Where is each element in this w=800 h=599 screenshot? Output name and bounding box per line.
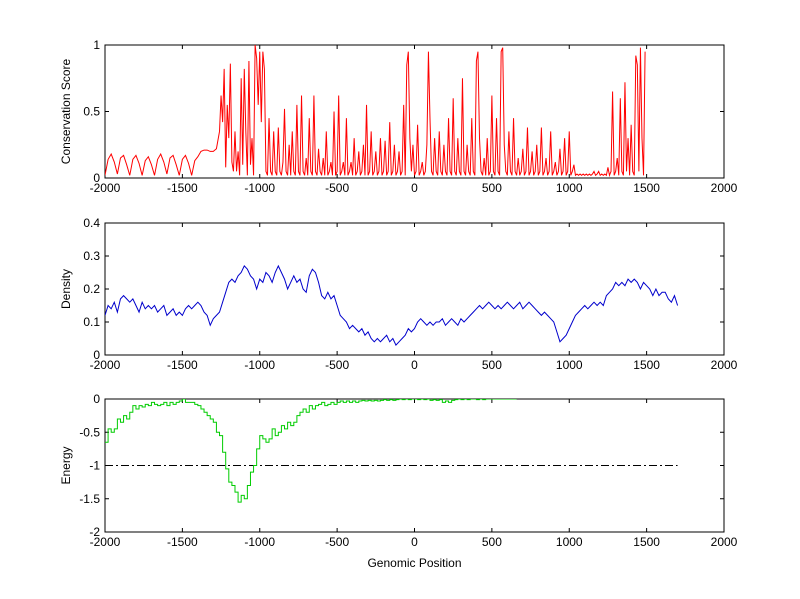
panel-3: -2000 -1500 -1000 -500 0 500 1000 1500 2000-2-1.… bbox=[59, 392, 738, 570]
x-tick-label: 1000 bbox=[556, 535, 583, 549]
x-tick-label: -500 bbox=[325, 181, 349, 195]
x-tick-label: 2000 bbox=[711, 358, 738, 372]
y-axis-label: Conservation Score bbox=[59, 58, 73, 164]
x-tick-label: 500 bbox=[482, 358, 502, 372]
y-tick-label: 0 bbox=[93, 348, 100, 362]
x-axis-label: Genomic Position bbox=[367, 556, 461, 570]
y-tick-label: 0.2 bbox=[83, 282, 100, 296]
y-tick-label: -1 bbox=[89, 459, 100, 473]
y-tick-label: -0.5 bbox=[79, 425, 100, 439]
x-tick-label: 0 bbox=[411, 181, 418, 195]
y-tick-label: -2 bbox=[89, 525, 100, 539]
x-tick-label: 1500 bbox=[633, 358, 660, 372]
x-tick-label: 2000 bbox=[711, 181, 738, 195]
y-axis-label: Density bbox=[59, 269, 73, 309]
x-tick-label: -1000 bbox=[244, 181, 275, 195]
y-tick-label: -1.5 bbox=[79, 492, 100, 506]
x-tick-label: 1000 bbox=[556, 358, 583, 372]
x-tick-label: 0 bbox=[411, 535, 418, 549]
y-tick-label: 1 bbox=[93, 38, 100, 52]
y-axis-label: Energy bbox=[59, 446, 73, 484]
x-tick-label: 1000 bbox=[556, 181, 583, 195]
x-tick-label: 1500 bbox=[633, 181, 660, 195]
x-tick-label: 0 bbox=[411, 358, 418, 372]
y-tick-label: 0.4 bbox=[83, 216, 100, 230]
x-tick-label: -1500 bbox=[167, 535, 198, 549]
axes-box bbox=[105, 223, 724, 355]
y-tick-label: 0 bbox=[93, 171, 100, 185]
x-tick-label: -1500 bbox=[167, 358, 198, 372]
y-tick-label: 0.3 bbox=[83, 249, 100, 263]
axes-box bbox=[105, 45, 724, 178]
x-tick-label: -1000 bbox=[244, 358, 275, 372]
x-tick-label: 500 bbox=[482, 535, 502, 549]
panel-2: -2000 -1500 -1000 -500 0 500 1000 1500 200000.10… bbox=[59, 216, 738, 372]
panel-1: -2000 -1500 -1000 -500 0 500 1000 1500 200000.51… bbox=[59, 38, 738, 195]
x-tick-label: -1500 bbox=[167, 181, 198, 195]
x-tick-label: -500 bbox=[325, 535, 349, 549]
y-tick-label: 0 bbox=[93, 392, 100, 406]
y-tick-label: 0.1 bbox=[83, 315, 100, 329]
x-tick-label: -1000 bbox=[244, 535, 275, 549]
x-tick-label: 2000 bbox=[711, 535, 738, 549]
y-tick-label: 0.5 bbox=[83, 105, 100, 119]
x-tick-label: 500 bbox=[482, 181, 502, 195]
x-tick-label: 1500 bbox=[633, 535, 660, 549]
x-tick-label: -500 bbox=[325, 358, 349, 372]
